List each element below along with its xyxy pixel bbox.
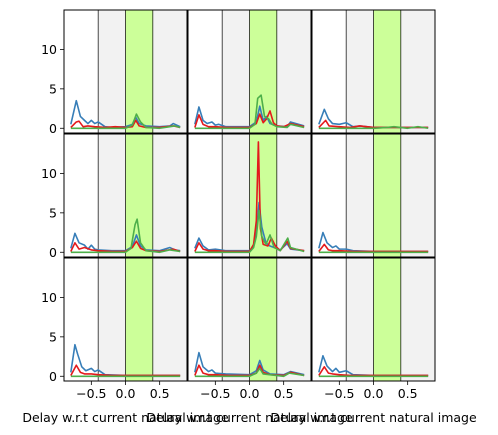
x-axis-label: Delay w.r.t current natural image	[146, 410, 353, 425]
panel-1-2	[187, 9, 312, 134]
panel-1-3	[311, 9, 436, 134]
x-tick-label: 0.5	[150, 386, 170, 401]
y-tick-label: 5	[49, 81, 57, 96]
series-green-line	[194, 209, 305, 254]
x-axis-label: Delay w.r.t current natural image	[22, 410, 229, 425]
background-band	[152, 134, 187, 257]
plot-area	[194, 258, 311, 381]
panel-2-3	[311, 133, 436, 258]
y-tick-label: 10	[41, 290, 57, 305]
series-green-line	[318, 125, 429, 130]
plot-area	[194, 134, 311, 257]
y-tick-label: 5	[49, 329, 57, 344]
plot-area	[70, 134, 187, 257]
series-green-line	[194, 367, 305, 378]
y-tick-label: 0	[49, 369, 57, 384]
plot-area	[318, 10, 435, 133]
panel-frame	[187, 133, 312, 258]
x-tick-label: 0.5	[398, 386, 418, 401]
series-green-line	[70, 113, 181, 130]
panel-2-2	[187, 133, 312, 258]
panel-frame	[187, 9, 312, 134]
background-band	[222, 258, 250, 381]
background-band	[222, 10, 250, 133]
stimulus-window-band	[125, 258, 153, 381]
background-band	[98, 258, 126, 381]
x-tick-label: −0.5	[76, 386, 106, 401]
background-band	[346, 258, 374, 381]
y-tick-label: 0	[49, 245, 57, 260]
plot-area	[318, 258, 435, 381]
background-band	[222, 134, 250, 257]
y-tick-label: 5	[49, 205, 57, 220]
x-tick-label: 0.0	[240, 386, 260, 401]
background-band	[98, 10, 126, 133]
x-axis-label: Delay w.r.t current natural image	[270, 410, 477, 425]
panel-3-3	[311, 257, 436, 382]
stimulus-window-band	[373, 134, 401, 257]
series-green-line	[70, 218, 181, 254]
plot-area	[70, 10, 187, 133]
x-tick-label: 0.0	[364, 386, 384, 401]
plot-area	[194, 10, 311, 133]
panel-frame	[63, 133, 188, 258]
x-tick-label: 0.5	[274, 386, 294, 401]
plot-area	[318, 134, 435, 257]
background-band	[152, 10, 187, 133]
background-band	[400, 258, 435, 381]
series-green-line	[194, 94, 305, 130]
panel-frame	[311, 9, 436, 134]
x-tick-label: −0.5	[200, 386, 230, 401]
y-tick-label: 10	[41, 42, 57, 57]
stimulus-window-band	[373, 258, 401, 381]
panel-2-1	[63, 133, 188, 258]
y-tick-label: 0	[49, 121, 57, 136]
background-band	[346, 10, 374, 133]
background-band	[276, 134, 311, 257]
panel-3-1	[63, 257, 188, 382]
background-band	[276, 10, 311, 133]
panel-frame	[311, 133, 436, 258]
panel-1-1	[63, 9, 188, 134]
panel-3-2	[187, 257, 312, 382]
background-band	[400, 134, 435, 257]
background-band	[400, 10, 435, 133]
panel-frame	[63, 9, 188, 134]
y-tick-label: 10	[41, 166, 57, 181]
axes-layer: 0 5 10 0 5 10 0 5 10 −0.5 0.0 0.5 Delay w.r.t curren…	[22, 42, 477, 425]
stimulus-window-band	[249, 258, 277, 381]
x-tick-label: −0.5	[324, 386, 354, 401]
panels-layer	[63, 9, 436, 382]
background-band	[152, 258, 187, 381]
background-band	[98, 134, 126, 257]
plot-area	[70, 258, 187, 381]
x-tick-label: 0.0	[116, 386, 136, 401]
stimulus-window-band	[125, 10, 153, 133]
stimulus-window-band	[373, 10, 401, 133]
background-band	[276, 258, 311, 381]
stimulus-window-band	[249, 10, 277, 133]
background-band	[346, 134, 374, 257]
